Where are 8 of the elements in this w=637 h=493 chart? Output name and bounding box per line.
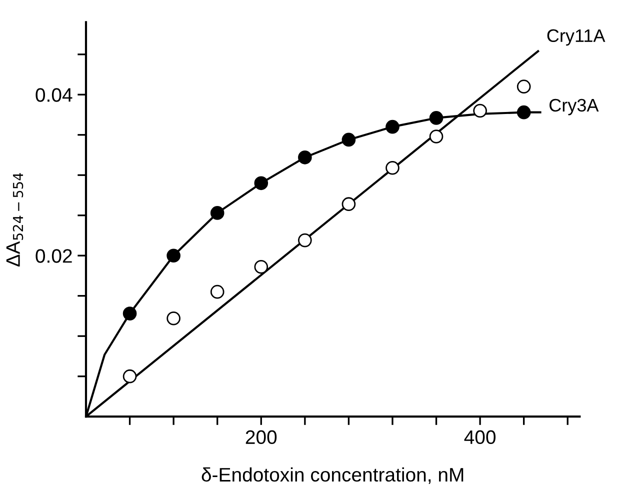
x-tick-label: 400 [464,430,496,444]
x-axis-title: δ-Endotoxin concentration, nM [202,467,464,484]
series-label: Cry11A [547,29,606,46]
y-axis-title: ΔA$_{524−554}$ [6,173,24,267]
y-tick-label: 0.02 [36,249,72,263]
y-tick-label: 0.04 [36,88,72,102]
series-label: Cry3A [550,98,599,116]
x-tick-label: 200 [246,430,277,444]
